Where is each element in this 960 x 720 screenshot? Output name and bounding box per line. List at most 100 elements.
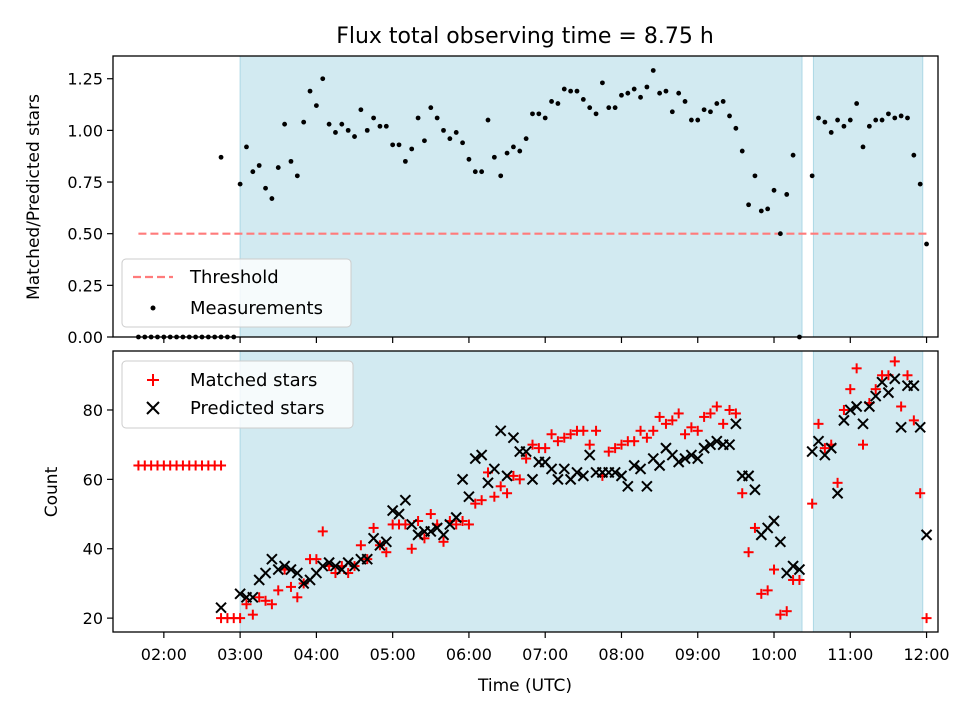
measurement-point	[752, 173, 758, 179]
predicted-star-point	[723, 438, 736, 451]
predicted-star-point	[285, 563, 297, 576]
predicted-star-point	[895, 421, 907, 434]
measurement-point	[644, 84, 650, 90]
predicted-star-point	[520, 445, 532, 458]
matched-star-point	[915, 488, 926, 499]
predicted-star-point	[380, 536, 393, 548]
measurement-point	[441, 127, 446, 133]
measurement-point	[650, 68, 656, 73]
predicted-star-point	[908, 379, 920, 392]
predicted-star-point	[768, 515, 780, 527]
measurement-point	[612, 105, 618, 111]
measurement-point	[294, 173, 300, 179]
predicted-star-point	[920, 529, 933, 541]
measurement-point	[333, 130, 338, 135]
measurement-point	[816, 115, 821, 121]
measurement-point	[371, 115, 376, 121]
bottom-legend: Matched stars Predicted stars	[121, 360, 354, 429]
measurement-point	[688, 117, 694, 123]
matched-star-point	[565, 429, 576, 440]
top-y-axis-label: Matched/Predicted stars	[24, 94, 44, 300]
matched-star-point	[870, 384, 881, 395]
predicted-star-point	[488, 463, 501, 475]
predicted-star-point	[863, 400, 876, 413]
predicted-star-point	[393, 508, 405, 520]
predicted-star-point	[870, 390, 882, 402]
predicted-star-point	[329, 560, 342, 572]
predicted-star-point	[571, 466, 583, 479]
predicted-star-point	[730, 418, 742, 430]
measurement-point	[574, 88, 580, 94]
measurement-point	[784, 192, 790, 197]
measurement-point	[847, 117, 853, 123]
matched-star-point	[285, 581, 296, 592]
measurement-point	[657, 90, 663, 96]
matched-star-point	[660, 418, 671, 429]
predicted-star-point	[615, 470, 628, 482]
bottom-x-tick-label: 04:00	[293, 645, 339, 664]
predicted-star-point	[653, 459, 666, 472]
matched-star-point	[641, 432, 652, 443]
predicted-star-point	[558, 463, 570, 475]
measurement-point	[746, 202, 751, 208]
predicted-star-point	[297, 577, 310, 590]
matched-star-point	[311, 554, 322, 565]
measurement-point	[580, 96, 586, 102]
measurement-point	[561, 86, 567, 92]
matched-star-point	[769, 564, 780, 575]
measurement-point	[549, 99, 554, 104]
measurement-point	[256, 163, 262, 168]
predicted-star-point	[552, 473, 564, 486]
matched-star-point	[235, 613, 246, 624]
matched-star-point	[502, 488, 513, 499]
legend-measurements-label: Measurements	[190, 298, 323, 319]
matched-star-point	[813, 418, 824, 429]
measurement-point	[701, 107, 707, 113]
predicted-star-point	[291, 567, 304, 579]
measurement-point	[345, 127, 351, 133]
measurement-point	[511, 144, 516, 150]
measurement-point	[301, 119, 307, 125]
measurement-point	[777, 231, 783, 237]
measurement-point	[714, 101, 720, 106]
bottom-x-tick-label: 09:00	[675, 645, 721, 664]
predicted-star-point	[317, 560, 329, 572]
measurement-point	[727, 113, 732, 119]
matched-star-point	[381, 547, 392, 558]
bottom-y-tick-label: 40	[83, 540, 103, 559]
measurement-point	[886, 111, 891, 117]
measurement-point	[892, 115, 898, 121]
predicted-star-point	[711, 435, 723, 447]
matched-star-point	[616, 439, 627, 450]
measurement-point	[822, 119, 828, 125]
predicted-star-point	[577, 470, 590, 482]
matched-star-point	[610, 443, 621, 454]
matched-star-point	[737, 488, 748, 499]
measurement-point	[390, 142, 396, 148]
predicted-star-point	[704, 438, 717, 451]
predicted-star-point	[456, 473, 469, 486]
measurement-point	[625, 90, 631, 96]
predicted-star-point	[787, 560, 799, 572]
measurement-point	[771, 187, 777, 193]
matched-star-point	[266, 599, 277, 610]
top-y-axis-ticks: 0.00 0.25 0.50 0.75 1.00 1.25	[67, 70, 113, 347]
measurement-point	[307, 88, 313, 94]
predicted-star-point	[806, 445, 818, 458]
measurement-point	[244, 144, 249, 150]
predicted-star-point	[399, 494, 412, 506]
bottom-matched-points	[133, 356, 932, 624]
measurement-point	[352, 134, 357, 139]
bottom-x-tick-label: 05:00	[370, 645, 416, 664]
bottom-x-tick-label: 12:00	[904, 645, 950, 664]
matched-star-point	[603, 446, 614, 457]
measurement-point	[422, 138, 427, 144]
measurement-point	[250, 169, 256, 175]
measurement-point	[720, 99, 726, 104]
measurement-point	[428, 105, 434, 111]
matched-star-point	[705, 408, 716, 419]
measurement-point	[491, 154, 497, 160]
predicted-star-point	[698, 442, 710, 454]
matched-star-point	[495, 481, 506, 492]
bottom-x-tick-label: 10:00	[751, 645, 797, 664]
